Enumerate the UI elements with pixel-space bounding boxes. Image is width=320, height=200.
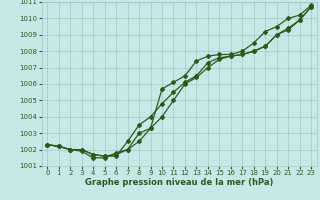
X-axis label: Graphe pression niveau de la mer (hPa): Graphe pression niveau de la mer (hPa) <box>85 178 273 187</box>
